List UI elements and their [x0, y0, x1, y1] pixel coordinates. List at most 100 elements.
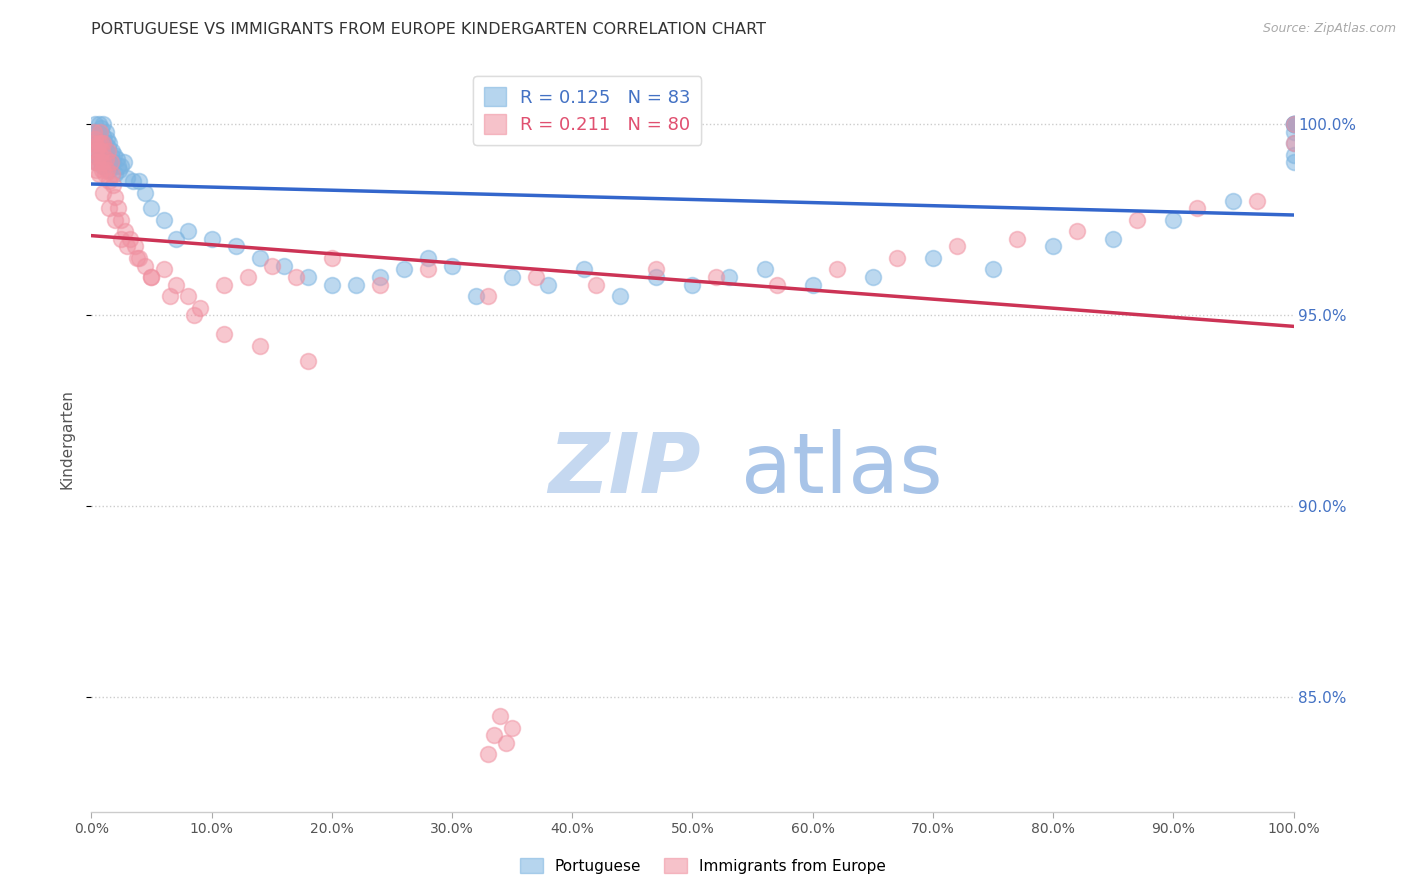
Point: [1282, 125, 1305, 139]
Point: [94, 125, 117, 139]
Point: [82, 136, 104, 151]
Point: [368, 270, 391, 285]
Point: [212, 327, 235, 342]
Point: [249, 251, 271, 265]
Point: [101, 178, 124, 193]
Point: [100, 155, 122, 169]
Legend: Portuguese, Immigrants from Europe: Portuguese, Immigrants from Europe: [513, 852, 893, 880]
Point: [86, 155, 108, 169]
Point: [159, 289, 181, 303]
Point: [128, 174, 150, 188]
Point: [84, 163, 107, 178]
Point: [1042, 239, 1064, 253]
Point: [91, 159, 114, 173]
Point: [489, 709, 512, 723]
Point: [97, 140, 120, 154]
Point: [124, 239, 146, 253]
Point: [89, 152, 111, 166]
Point: [1282, 117, 1305, 131]
Point: [110, 232, 132, 246]
Point: [94, 152, 117, 166]
Point: [93, 117, 115, 131]
Point: [101, 167, 124, 181]
Point: [1066, 224, 1088, 238]
Point: [886, 251, 908, 265]
Point: [90, 136, 112, 151]
Point: [128, 251, 150, 265]
Point: [645, 270, 668, 285]
Point: [84, 117, 107, 131]
Point: [495, 736, 517, 750]
Point: [1222, 194, 1244, 208]
Point: [93, 136, 115, 151]
Point: [706, 270, 728, 285]
Point: [297, 270, 319, 285]
Point: [1282, 117, 1305, 131]
Point: [117, 239, 139, 253]
Point: [801, 277, 824, 292]
Point: [183, 308, 205, 322]
Point: [90, 121, 112, 136]
Point: [91, 136, 114, 151]
Point: [1282, 136, 1305, 151]
Point: [862, 270, 884, 285]
Point: [681, 277, 703, 292]
Point: [91, 144, 114, 158]
Point: [86, 144, 108, 158]
Point: [188, 301, 211, 315]
Point: [107, 159, 129, 173]
Point: [1282, 117, 1305, 131]
Text: atlas: atlas: [741, 428, 942, 509]
Point: [83, 125, 105, 139]
Point: [103, 147, 125, 161]
Point: [98, 174, 121, 188]
Point: [134, 259, 156, 273]
Point: [1282, 136, 1305, 151]
Point: [125, 251, 148, 265]
Point: [93, 136, 115, 151]
Point: [321, 251, 343, 265]
Point: [87, 117, 110, 131]
Point: [1005, 232, 1028, 246]
Point: [273, 259, 295, 273]
Point: [501, 270, 523, 285]
Point: [98, 163, 121, 178]
Point: [84, 132, 107, 146]
Point: [96, 163, 118, 178]
Point: [98, 201, 121, 215]
Point: [110, 212, 132, 227]
Point: [1246, 194, 1268, 208]
Point: [104, 190, 127, 204]
Point: [83, 125, 105, 139]
Point: [86, 140, 108, 154]
Point: [84, 155, 107, 169]
Point: [94, 144, 117, 158]
Point: [110, 159, 132, 173]
Point: [212, 277, 235, 292]
Point: [585, 277, 607, 292]
Point: [84, 144, 107, 158]
Point: [82, 136, 104, 151]
Text: ZIP: ZIP: [548, 428, 700, 509]
Point: [89, 125, 111, 139]
Point: [477, 289, 499, 303]
Point: [392, 262, 415, 277]
Point: [97, 144, 120, 158]
Point: [152, 262, 174, 277]
Point: [90, 155, 112, 169]
Point: [537, 277, 560, 292]
Point: [104, 167, 127, 181]
Text: PORTUGUESE VS IMMIGRANTS FROM EUROPE KINDERGARTEN CORRELATION CHART: PORTUGUESE VS IMMIGRANTS FROM EUROPE KIN…: [91, 22, 766, 37]
Point: [946, 239, 969, 253]
Y-axis label: Kindergarten: Kindergarten: [59, 390, 75, 489]
Point: [236, 270, 259, 285]
Point: [368, 277, 391, 292]
Point: [93, 155, 115, 169]
Point: [825, 262, 848, 277]
Point: [83, 147, 105, 161]
Point: [981, 262, 1004, 277]
Point: [101, 144, 124, 158]
Point: [754, 262, 776, 277]
Point: [84, 155, 107, 169]
Point: [122, 174, 145, 188]
